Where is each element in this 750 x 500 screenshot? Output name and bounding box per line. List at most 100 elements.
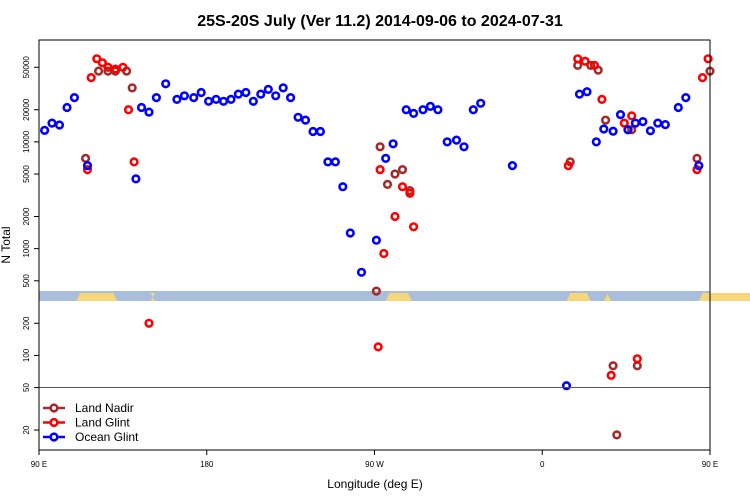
data-point [418, 105, 428, 115]
world-map-strip [39, 291, 750, 301]
data-point [226, 94, 236, 104]
data-point [323, 157, 333, 167]
data-point [459, 142, 469, 152]
x-axis: 90 E 180 90 W 0 90 E [31, 450, 718, 469]
land-shape [698, 293, 750, 301]
data-point [129, 157, 139, 167]
land-shape [566, 293, 591, 301]
data-point [615, 109, 626, 120]
x-tick-label: 90 W [365, 460, 384, 469]
data-point [189, 92, 199, 103]
data-point [123, 105, 134, 115]
y-axis-label: N Total [0, 226, 13, 263]
data-point [233, 89, 243, 99]
data-point [608, 126, 618, 136]
data-point [93, 66, 104, 76]
data-point [425, 101, 436, 111]
data-point [241, 87, 251, 98]
legend-item: Ocean Glint [43, 430, 139, 444]
data-point [172, 94, 182, 104]
data-point [468, 105, 478, 115]
data-point [401, 105, 411, 115]
data-point [632, 354, 642, 364]
x-axis-label: Longitude (deg E) [327, 477, 422, 491]
data-point [627, 125, 637, 135]
data-point [345, 228, 355, 238]
data-point [338, 182, 348, 192]
series-ocean-glint [39, 79, 704, 391]
y-tick-label: 1000 [22, 239, 31, 257]
data-point [382, 179, 393, 189]
data-point [375, 142, 385, 152]
land-shape [385, 293, 412, 301]
data-point [161, 79, 171, 89]
chart-title: 25S-20S July (Ver 11.2) 2014-09-06 to 20… [197, 13, 563, 30]
data-point [627, 111, 637, 121]
data-point [381, 153, 391, 163]
data-point [563, 161, 573, 171]
data-points [39, 54, 715, 440]
legend-item: Land Glint [43, 416, 130, 430]
y-tick-label: 5000 [22, 165, 31, 183]
data-point [606, 370, 616, 381]
ocean-strip [39, 291, 710, 301]
data-point [619, 118, 629, 128]
data-point [442, 137, 452, 147]
data-point [371, 286, 382, 296]
data-point [315, 126, 326, 137]
data-point [278, 83, 288, 93]
data-point [144, 107, 154, 117]
x-tick-label: 90 E [31, 460, 47, 469]
data-point [39, 125, 50, 135]
data-point [62, 102, 72, 113]
data-point [409, 108, 419, 118]
data-point [390, 169, 400, 179]
data-point [218, 96, 229, 106]
data-point [286, 92, 296, 103]
data-point [131, 174, 141, 184]
data-point [573, 54, 583, 64]
data-point [561, 381, 572, 391]
data-point [589, 60, 600, 71]
data-point [118, 62, 128, 72]
data-point [574, 89, 585, 99]
data-point [507, 161, 518, 171]
land-shape [603, 293, 612, 301]
y-tick-label: 100 [22, 348, 31, 362]
data-point [248, 96, 258, 106]
data-point [82, 165, 93, 175]
data-point [697, 72, 708, 83]
data-point [692, 153, 702, 163]
data-point [476, 98, 486, 108]
data-point [47, 118, 57, 128]
legend-label: Land Nadir [75, 401, 134, 415]
legend-marker [49, 403, 59, 413]
data-point [196, 87, 206, 98]
data-point [330, 157, 341, 167]
data-point [127, 83, 137, 93]
data-point [582, 87, 592, 97]
y-tick-label: 20 [22, 425, 31, 434]
x-tick-label: 180 [200, 460, 214, 469]
plot-frame [38, 39, 711, 451]
data-point [623, 125, 633, 135]
data-point [144, 318, 154, 328]
land-shape [150, 293, 155, 301]
data-point [308, 126, 318, 137]
data-point [388, 139, 398, 149]
data-point [54, 120, 65, 130]
data-point [293, 112, 303, 122]
data-point [271, 91, 281, 101]
data-point [586, 60, 596, 71]
data-point [356, 267, 367, 277]
data-point [397, 182, 408, 192]
data-point [681, 92, 691, 103]
data-point [97, 58, 107, 68]
x-tick-label: 90 E [702, 460, 718, 469]
data-point [409, 222, 419, 232]
legend-label: Ocean Glint [75, 430, 139, 444]
data-point [204, 96, 214, 106]
data-point [612, 430, 622, 440]
data-point [397, 165, 408, 175]
